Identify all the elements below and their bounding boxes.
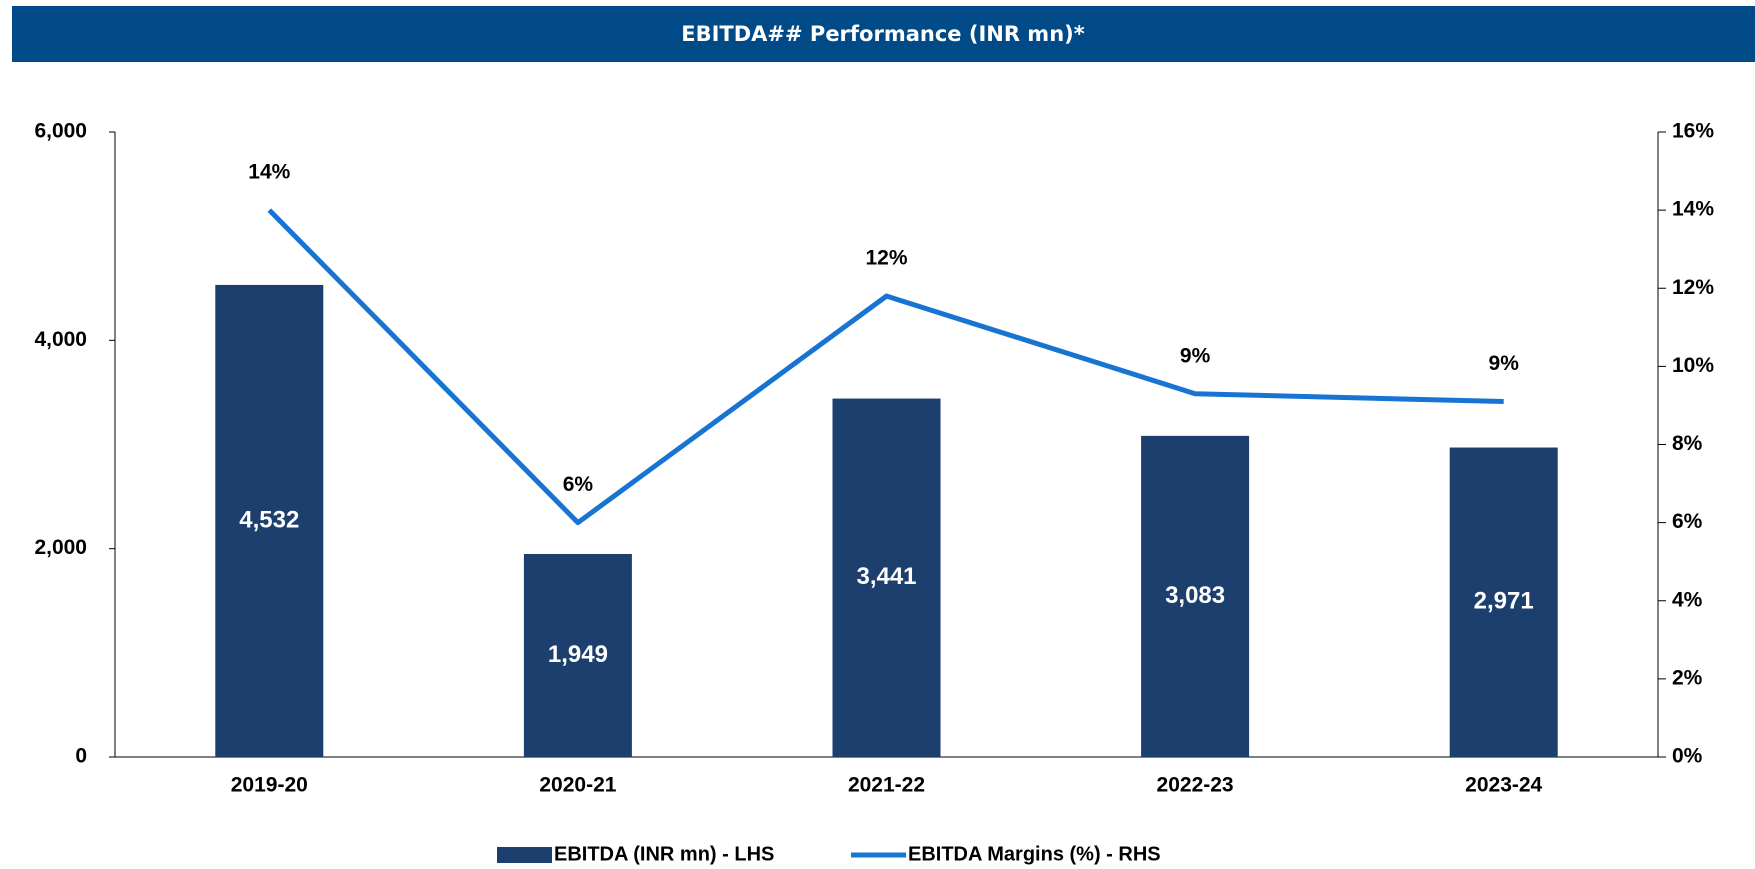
bar xyxy=(1449,447,1558,757)
bar xyxy=(215,284,324,757)
y2-tick-label: 10% xyxy=(1672,354,1714,377)
x-tick-label: 2020-21 xyxy=(539,774,616,797)
y2-tick-label: 6% xyxy=(1672,510,1703,533)
y2-tick-label: 12% xyxy=(1672,276,1714,299)
line-label: 9% xyxy=(1180,344,1211,367)
line-label: 9% xyxy=(1489,352,1520,375)
y2-tick-label: 0% xyxy=(1672,745,1703,768)
y2-tick-label: 16% xyxy=(1672,120,1714,143)
line-label: 14% xyxy=(248,161,290,184)
y-tick-label: 2,000 xyxy=(34,536,87,559)
y-tick-label: 4,000 xyxy=(34,328,87,351)
y2-tick-label: 4% xyxy=(1672,588,1703,611)
bar xyxy=(523,553,632,757)
bar xyxy=(832,398,941,757)
title-band xyxy=(12,6,1755,62)
y2-tick-label: 8% xyxy=(1672,432,1703,455)
bar-label: 4,532 xyxy=(239,506,299,533)
line xyxy=(267,208,1504,526)
bar-label: 3,083 xyxy=(1165,582,1225,609)
bar-label: 1,949 xyxy=(548,641,608,668)
y-tick-label: 6,000 xyxy=(34,120,87,143)
y2-tick-label: 14% xyxy=(1672,198,1714,221)
legend-label: EBITDA Margins (%) - RHS xyxy=(908,843,1161,865)
x-tick-label: 2022-23 xyxy=(1157,774,1234,797)
x-tick-label: 2021-22 xyxy=(848,774,925,797)
x-tick-label: 2019-20 xyxy=(231,774,308,797)
legend-label: EBITDA (INR mn) - LHS xyxy=(554,843,774,865)
bar xyxy=(1141,435,1250,757)
legend-swatch xyxy=(497,847,552,863)
bar-label: 3,441 xyxy=(856,563,916,590)
chart-title: EBITDA## Performance (INR mn)* xyxy=(681,22,1084,46)
line-label: 6% xyxy=(563,473,594,496)
y2-tick-label: 2% xyxy=(1672,666,1703,689)
line-label: 12% xyxy=(865,247,907,270)
bar-label: 2,971 xyxy=(1474,588,1534,615)
y-tick-label: 0 xyxy=(75,745,87,768)
x-tick-label: 2023-24 xyxy=(1465,774,1542,797)
